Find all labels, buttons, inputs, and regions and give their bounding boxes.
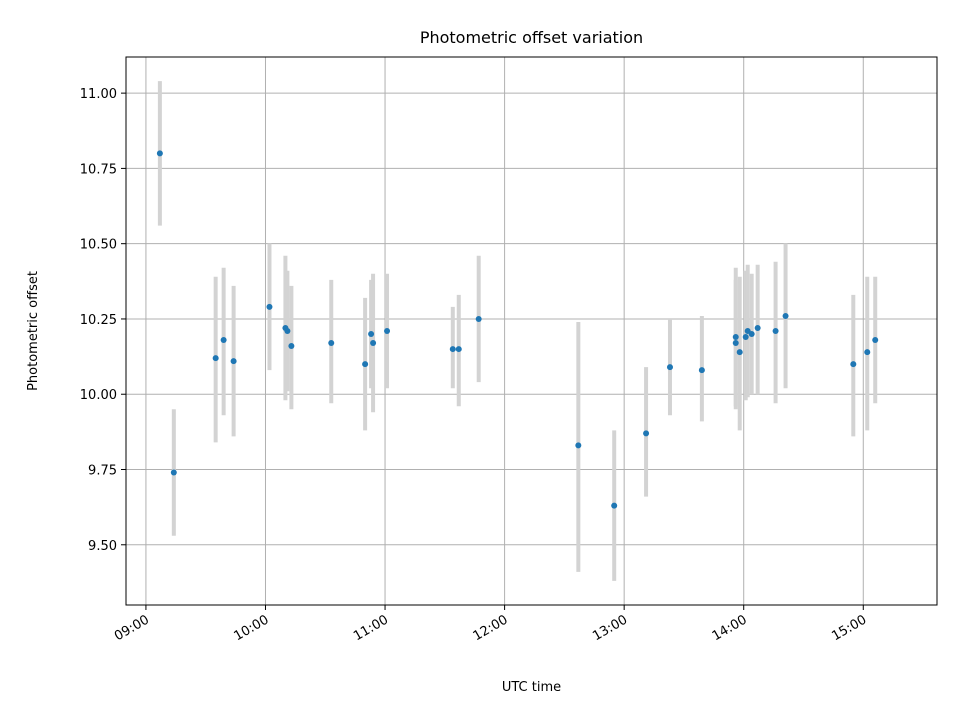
data-point xyxy=(732,334,739,341)
data-point xyxy=(284,328,291,334)
data-point xyxy=(170,469,177,476)
data-point xyxy=(864,349,871,356)
data-point xyxy=(362,361,369,368)
data-point xyxy=(782,312,789,319)
data-point xyxy=(643,430,650,437)
data-point xyxy=(230,358,237,365)
y-tick-label: 11.00 xyxy=(80,87,117,102)
data-point xyxy=(850,361,857,368)
data-point xyxy=(384,328,391,334)
y-tick-label: 10.75 xyxy=(80,162,117,177)
data-point xyxy=(742,334,749,341)
data-point xyxy=(449,346,456,353)
data-point xyxy=(328,340,335,347)
data-point xyxy=(754,324,761,331)
data-point xyxy=(370,340,377,347)
y-tick-label: 10.00 xyxy=(80,388,117,403)
plot-frame xyxy=(125,56,938,606)
data-point xyxy=(575,442,582,449)
data-point xyxy=(288,343,295,350)
y-tick-label: 10.25 xyxy=(80,313,117,328)
data-point xyxy=(736,349,743,356)
data-points xyxy=(156,150,879,509)
data-point xyxy=(698,367,705,374)
data-point xyxy=(772,328,779,334)
y-tick-label: 9.50 xyxy=(88,539,117,554)
data-point xyxy=(475,315,482,322)
data-point xyxy=(455,346,462,353)
data-point xyxy=(666,364,673,371)
data-point xyxy=(748,331,755,338)
chart-title: Photometric offset variation xyxy=(420,28,643,47)
y-tick-label: 10.50 xyxy=(80,238,117,253)
data-point xyxy=(732,340,739,347)
data-point xyxy=(872,337,879,344)
y-tick-label: 9.75 xyxy=(88,464,117,479)
data-point xyxy=(220,337,227,344)
x-axis-label: UTC time xyxy=(502,680,561,695)
data-point xyxy=(156,150,163,157)
data-point xyxy=(611,502,618,509)
data-point xyxy=(266,303,273,310)
data-point xyxy=(212,355,219,362)
data-point xyxy=(368,331,375,338)
y-axis-label: Photometric offset xyxy=(26,271,41,391)
